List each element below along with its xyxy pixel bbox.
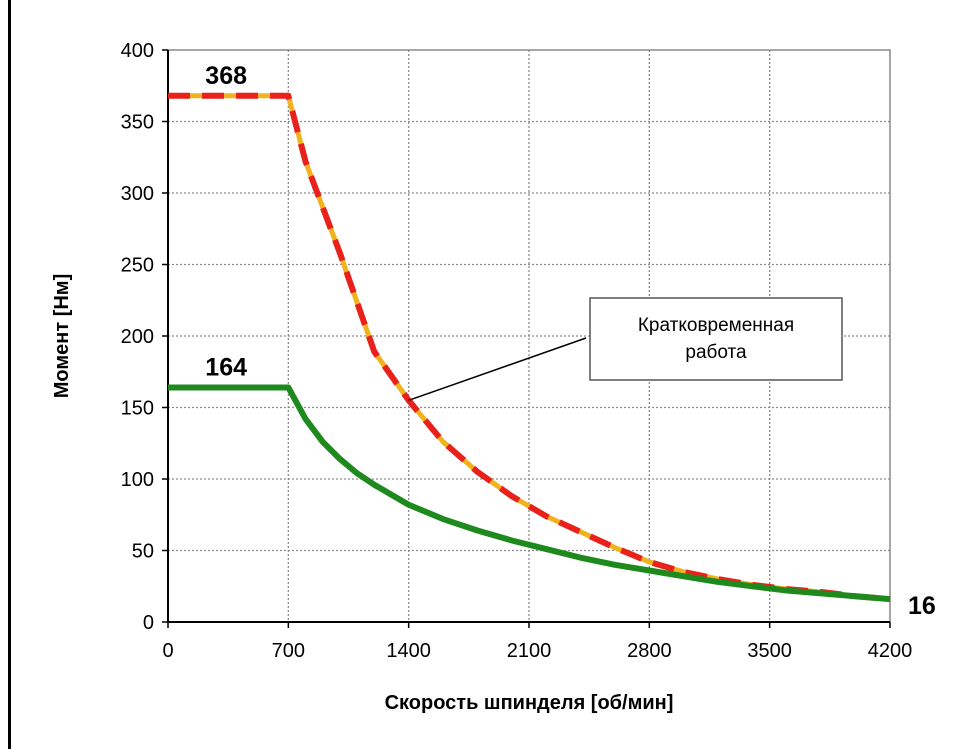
y-tick-label: 100	[121, 469, 154, 491]
y-tick-label: 50	[132, 541, 154, 563]
data-label-368: 368	[205, 62, 247, 90]
x-tick-label: 0	[162, 640, 173, 662]
data-label-164: 164	[205, 353, 247, 381]
annotation-text-line: Кратковременная	[638, 315, 794, 336]
y-tick-label: 400	[121, 40, 154, 62]
y-tick-label: 250	[121, 255, 154, 277]
y-tick-label: 150	[121, 398, 154, 420]
series-1-line	[168, 384, 891, 603]
series-layer	[168, 92, 891, 603]
x-tick-label: 4200	[868, 640, 913, 662]
x-axis-title: Скорость шпинделя [об/мин]	[385, 692, 674, 714]
annotation-text-line: работа	[685, 342, 747, 363]
labels-layer: 368 164 16	[205, 62, 936, 620]
x-tick-label: 3500	[747, 640, 792, 662]
grid	[167, 49, 891, 623]
left-border-rule	[8, 0, 11, 749]
x-tick-label: 2800	[627, 640, 672, 662]
y-tick-label: 350	[121, 112, 154, 134]
series-0-line	[168, 92, 891, 603]
y-tick-label: 0	[143, 612, 154, 634]
x-tick-label: 700	[272, 640, 305, 662]
annotation: Кратковременная работа	[408, 297, 843, 402]
y-tick-label: 300	[121, 183, 154, 205]
annotation-box	[589, 297, 843, 381]
y-tick-label: 200	[121, 326, 154, 348]
annotation-leader-line	[408, 337, 587, 402]
y-axis-title: Момент [Нм]	[51, 274, 73, 399]
data-label-16: 16	[908, 592, 936, 620]
x-tick-label: 1400	[386, 640, 431, 662]
axes: 0 700 1400 2100 2800 3500 4200 0 50 100 150 200 250 3…	[51, 40, 912, 714]
x-tick-label: 2100	[507, 640, 552, 662]
